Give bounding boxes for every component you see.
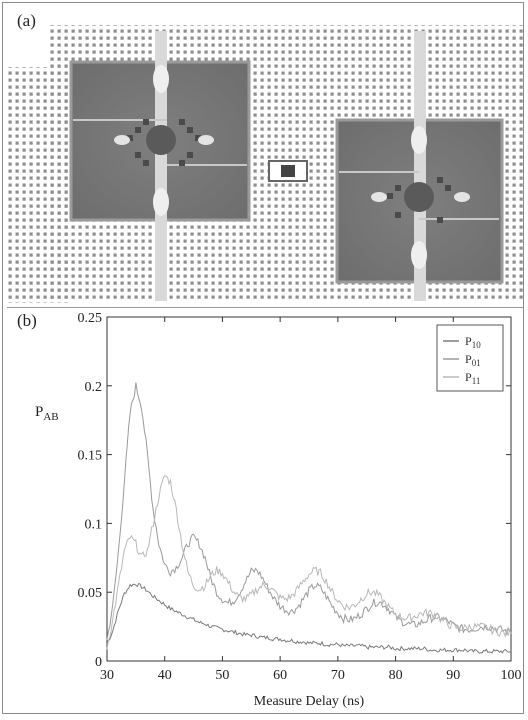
figure-frame: (a) (b) 30 40 50 60 70 80 90 100 0 0.05 0.1 0.15 0.2… <box>2 2 524 714</box>
panel-b-chart: (b) 30 40 50 60 70 80 90 100 0 0.05 0.1 0.15 0.2 0.25… <box>7 309 525 715</box>
legend-label: P11 <box>465 370 480 386</box>
y-tick-label: 0.25 <box>78 311 103 326</box>
legend-box <box>436 324 504 392</box>
legend: P10 P01 P11 <box>436 324 504 392</box>
y-tick-label: 0.05 <box>78 586 103 601</box>
panel-a-micrograph: (a) <box>7 7 525 303</box>
x-tick-label: 50 <box>215 668 229 683</box>
coupler <box>268 160 308 182</box>
x-tick-label: 70 <box>331 668 345 683</box>
x-tick-label: 30 <box>100 668 114 683</box>
series-layer <box>106 382 512 654</box>
legend-label: P01 <box>465 352 481 368</box>
axes: 30 40 50 60 70 80 90 100 0 0.05 0.1 0.15 0.2 0.25 Meas… <box>35 311 522 709</box>
plot-frame <box>106 316 512 662</box>
y-tick-label: 0.2 <box>85 380 103 395</box>
y-tick-label: 0.15 <box>78 449 103 464</box>
x-tick-label: 80 <box>389 668 403 683</box>
x-tick-label: 40 <box>158 668 172 683</box>
y-tick-label: 0.1 <box>85 517 103 532</box>
series-line-p01 <box>106 382 512 640</box>
x-tick-label: 100 <box>501 668 522 683</box>
y-tick-label: 0 <box>95 655 102 670</box>
panel-divider <box>7 307 523 308</box>
qubit-b <box>335 31 504 301</box>
series-line-p11 <box>106 474 512 650</box>
x-tick-label: 90 <box>446 668 460 683</box>
legend-label: P10 <box>465 334 481 350</box>
pab-vs-delay-chart: 30 40 50 60 70 80 90 100 0 0.05 0.1 0.15 0.2 0.25 Meas… <box>35 311 522 709</box>
panel-b-label: (b) <box>15 311 39 331</box>
qubit-a <box>69 31 251 301</box>
series-line-p10 <box>106 582 512 654</box>
y-axis-label: PAB <box>35 404 59 423</box>
panel-a-label: (a) <box>15 11 38 31</box>
micrograph-image <box>7 25 523 303</box>
x-tick-label: 60 <box>273 668 287 683</box>
x-axis-label: Measure Delay (ns) <box>254 694 365 709</box>
